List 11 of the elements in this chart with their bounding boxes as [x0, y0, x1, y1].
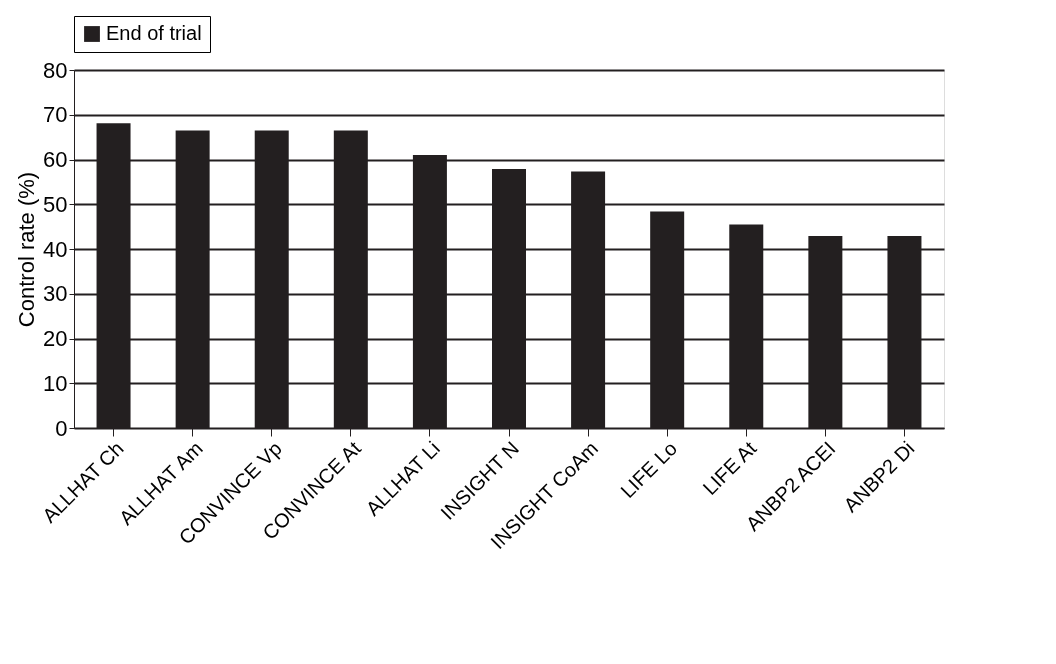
- legend-label: End of trial: [106, 22, 202, 44]
- y-tick-label: 20: [43, 326, 68, 351]
- y-tick-label: 0: [55, 415, 68, 441]
- y-tick-label: 60: [43, 147, 68, 172]
- y-axis-title: Control rate (%): [14, 171, 40, 328]
- y-tick-label: 50: [43, 191, 68, 217]
- y-tick-label: 30: [43, 281, 68, 307]
- y-tick-label: 80: [43, 57, 68, 83]
- y-tick-label: 40: [43, 236, 68, 262]
- y-tick-label: 70: [43, 102, 68, 128]
- y-tick-label: 10: [43, 370, 68, 396]
